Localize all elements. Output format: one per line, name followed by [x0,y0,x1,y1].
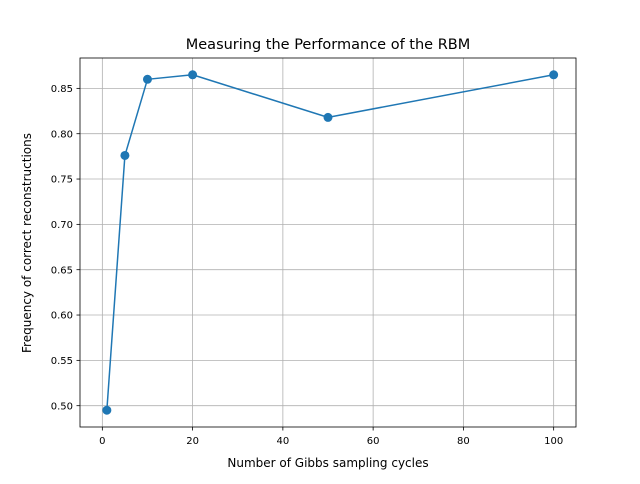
y-axis-ticks: 0.50 0.55 0.60 0.65 0.70 0.75 0.80 0.85 [51,84,80,412]
data-point [142,74,152,84]
data-point [323,112,333,122]
chart-title: Measuring the Performance of the RBM [186,37,470,53]
y-tick-label: 0.55 [51,356,73,367]
y-tick-label: 0.60 [51,311,73,322]
y-tick-label: 0.50 [51,401,73,412]
data-point [102,405,112,415]
data-point [120,150,130,160]
y-tick-label: 0.75 [51,175,73,186]
series-line [106,74,554,411]
series-layer [102,70,559,415]
data-point [549,70,559,80]
grid [80,58,576,427]
x-axis-ticks: 0 20 40 60 80 100 [99,427,563,447]
plot-frame [79,57,577,428]
data-point [188,70,198,80]
y-tick-label: 0.80 [51,129,73,140]
x-tick-label: 20 [186,436,199,447]
y-tick-label: 0.85 [51,84,73,95]
y-tick-label: 0.65 [51,265,73,276]
x-axis-label: Number of Gibbs sampling cycles [227,456,428,470]
x-tick-label: 60 [367,436,380,447]
y-tick-label: 0.70 [51,220,73,231]
x-tick-label: 0 [99,436,105,447]
x-tick-label: 40 [277,436,290,447]
x-tick-label: 100 [544,436,563,447]
x-tick-label: 80 [457,436,470,447]
y-axis-label: Frequency of correct reconstructions [20,133,34,353]
